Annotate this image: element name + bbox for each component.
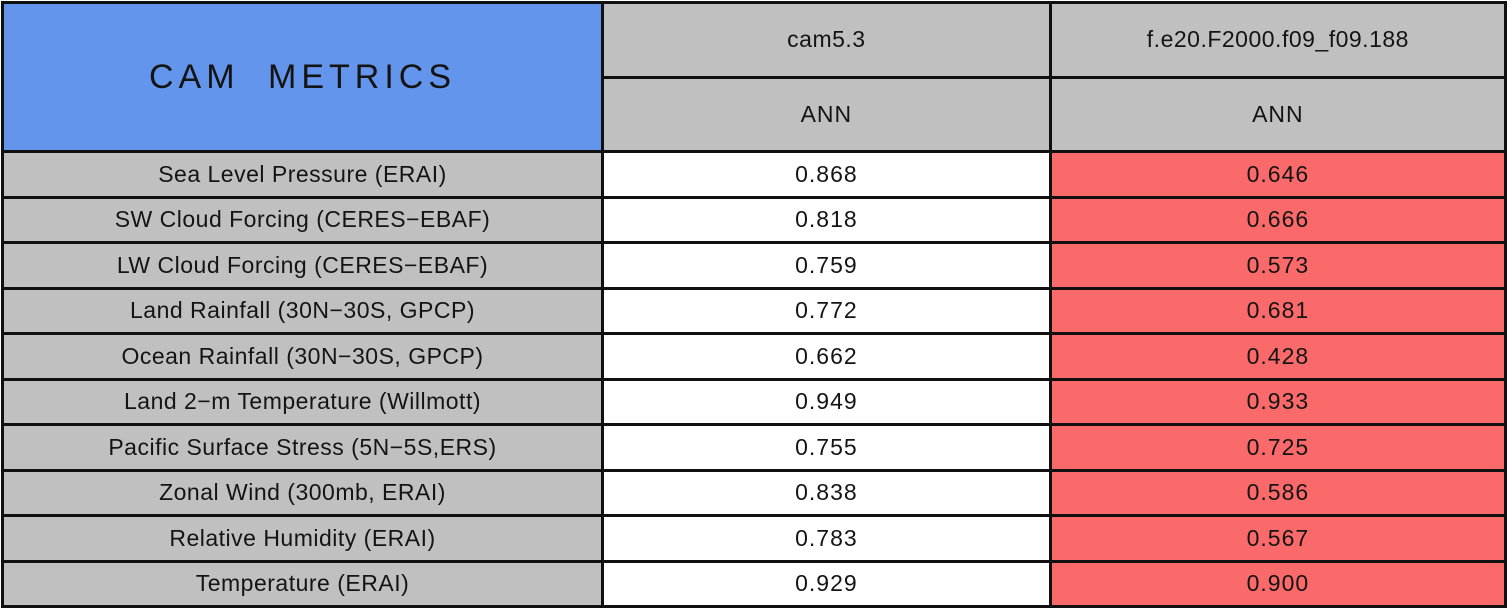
- value-fe20: 0.646: [1051, 153, 1504, 196]
- table-row: Sea Level Pressure (ERAI) 0.868 0.646: [4, 153, 1504, 199]
- metric-label: Sea Level Pressure (ERAI): [4, 153, 604, 196]
- metric-label: Relative Humidity (ERAI): [4, 517, 604, 560]
- value-fe20: 0.428: [1051, 335, 1504, 378]
- value-cam53: 0.868: [604, 153, 1052, 196]
- column-header-fe20: f.e20.F2000.f09_f09.188 ANN: [1051, 4, 1504, 150]
- metric-label: Pacific Surface Stress (5N−5S,ERS): [4, 426, 604, 469]
- table-title: CAM METRICS: [149, 57, 456, 96]
- value-cam53: 0.755: [604, 426, 1052, 469]
- model-name-cam53: cam5.3: [604, 4, 1049, 79]
- value-cam53: 0.662: [604, 335, 1052, 378]
- value-fe20: 0.933: [1051, 380, 1504, 423]
- value-fe20: 0.681: [1051, 289, 1504, 332]
- metric-label: Zonal Wind (300mb, ERAI): [4, 471, 604, 514]
- value-fe20: 0.666: [1051, 198, 1504, 241]
- value-cam53: 0.783: [604, 517, 1052, 560]
- table-row: Ocean Rainfall (30N−30S, GPCP) 0.662 0.4…: [4, 335, 1504, 381]
- value-fe20: 0.725: [1051, 426, 1504, 469]
- value-fe20: 0.586: [1051, 471, 1504, 514]
- table-header-row: CAM METRICS cam5.3 ANN f.e20.F2000.f09_f…: [4, 4, 1504, 153]
- metric-label: Land 2−m Temperature (Willmott): [4, 380, 604, 423]
- season-label-cam53: ANN: [604, 78, 1049, 150]
- value-cam53: 0.838: [604, 471, 1052, 514]
- table-row: Zonal Wind (300mb, ERAI) 0.838 0.586: [4, 471, 1504, 517]
- value-cam53: 0.772: [604, 289, 1052, 332]
- metric-label: Land Rainfall (30N−30S, GPCP): [4, 289, 604, 332]
- table-row: Relative Humidity (ERAI) 0.783 0.567: [4, 517, 1504, 563]
- value-fe20: 0.573: [1051, 244, 1504, 287]
- value-cam53: 0.759: [604, 244, 1052, 287]
- value-fe20: 0.567: [1051, 517, 1504, 560]
- metric-label: Temperature (ERAI): [4, 562, 604, 605]
- model-name-fe20: f.e20.F2000.f09_f09.188: [1051, 4, 1504, 79]
- table-row: Land 2−m Temperature (Willmott) 0.949 0.…: [4, 380, 1504, 426]
- value-cam53: 0.949: [604, 380, 1052, 423]
- table-row: Temperature (ERAI) 0.929 0.900: [4, 562, 1504, 605]
- table-row: Pacific Surface Stress (5N−5S,ERS) 0.755…: [4, 426, 1504, 472]
- table-row: LW Cloud Forcing (CERES−EBAF) 0.759 0.57…: [4, 244, 1504, 290]
- value-cam53: 0.929: [604, 562, 1052, 605]
- value-fe20: 0.900: [1051, 562, 1504, 605]
- column-header-cam53: cam5.3 ANN: [604, 4, 1052, 150]
- metric-label: LW Cloud Forcing (CERES−EBAF): [4, 244, 604, 287]
- season-label-fe20: ANN: [1051, 78, 1504, 150]
- metric-label: Ocean Rainfall (30N−30S, GPCP): [4, 335, 604, 378]
- table-row: SW Cloud Forcing (CERES−EBAF) 0.818 0.66…: [4, 198, 1504, 244]
- value-cam53: 0.818: [604, 198, 1052, 241]
- metric-label: SW Cloud Forcing (CERES−EBAF): [4, 198, 604, 241]
- table-title-cell: CAM METRICS: [4, 4, 604, 150]
- table-row: Land Rainfall (30N−30S, GPCP) 0.772 0.68…: [4, 289, 1504, 335]
